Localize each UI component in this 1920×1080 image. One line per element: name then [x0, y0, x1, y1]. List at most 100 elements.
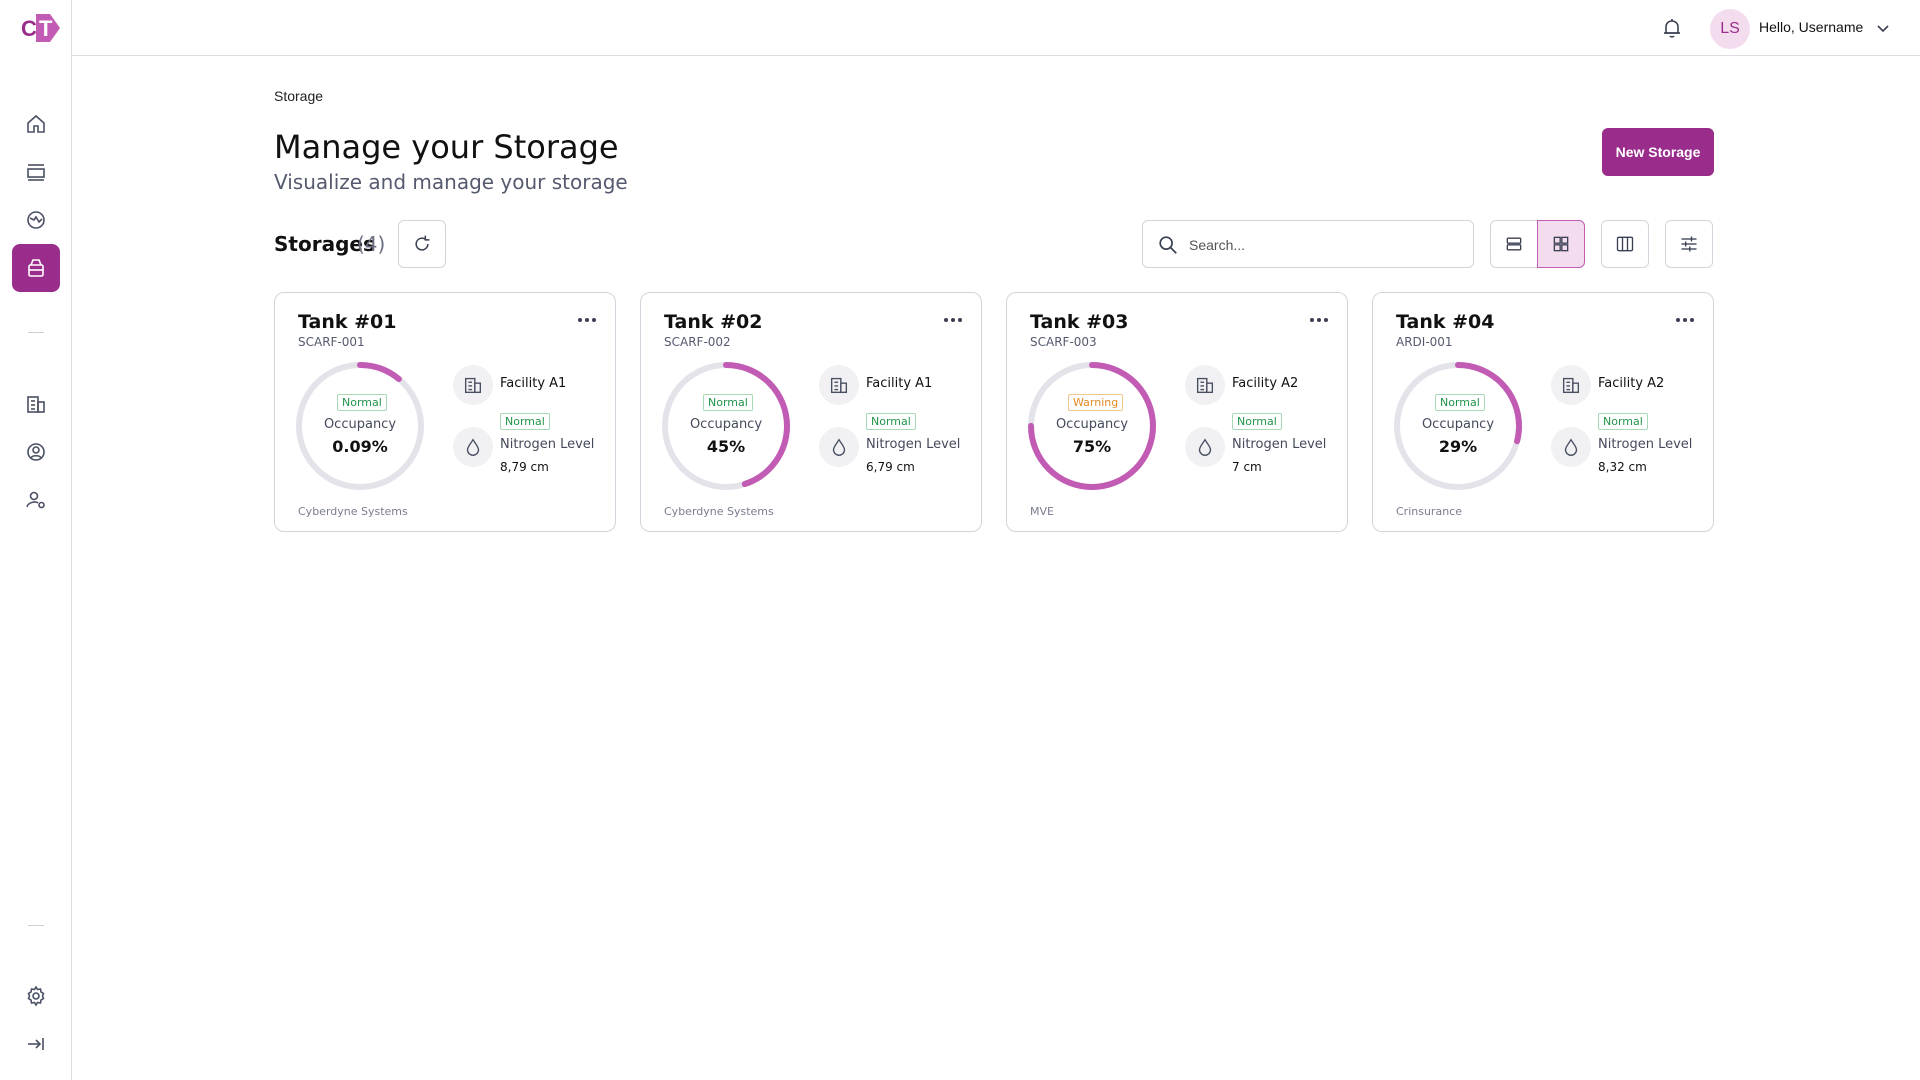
section-count: (4) — [357, 232, 386, 256]
card-title: Tank #01 — [298, 311, 397, 333]
sidebar-item-user-settings[interactable] — [12, 476, 60, 524]
nitrogen-label: Nitrogen Level — [1598, 437, 1693, 452]
facility-icon-wrap — [453, 365, 493, 405]
nitrogen-status-badge: Normal — [1232, 413, 1282, 430]
avatar[interactable]: LS — [1710, 9, 1750, 49]
nitrogen-label: Nitrogen Level — [500, 437, 595, 452]
nitrogen-icon-wrap — [1185, 427, 1225, 467]
company-name: MVE — [1030, 505, 1054, 518]
facility-name: Facility A1 — [500, 376, 567, 391]
search-icon — [1159, 236, 1177, 254]
more-options-icon[interactable] — [941, 313, 965, 327]
nitrogen-status-badge: Normal — [866, 413, 916, 430]
facility-name: Facility A1 — [866, 376, 933, 391]
top-bar — [72, 0, 1920, 56]
search-box — [1142, 220, 1474, 268]
occupancy-status-badge: Normal — [1435, 394, 1485, 411]
droplet-icon — [1198, 438, 1212, 456]
nitrogen-status-badge: Normal — [500, 413, 550, 430]
storage-card[interactable]: Tank #04 ARDI-001 Normal Occupancy 29% F… — [1372, 292, 1714, 532]
refresh-button[interactable] — [398, 220, 446, 268]
building-icon — [27, 396, 45, 413]
occupancy-arc — [296, 362, 424, 490]
user-greeting[interactable]: Hello, Username — [1759, 19, 1864, 35]
sidebar-collapse-button[interactable] — [12, 1020, 60, 1068]
occupancy-ring — [296, 362, 424, 490]
card-code: SCARF-003 — [1030, 335, 1097, 349]
occupancy-status-badge: Normal — [703, 394, 753, 411]
card-code: SCARF-001 — [298, 335, 365, 349]
occupancy-arc — [1028, 362, 1156, 490]
facility-icon-wrap — [1185, 365, 1225, 405]
occupancy-status-badge: Normal — [337, 394, 387, 411]
facility-icon-wrap — [1551, 365, 1591, 405]
sidebar-divider — [28, 332, 44, 333]
storage-card[interactable]: Tank #01 SCARF-001 Normal Occupancy 0.09… — [274, 292, 616, 532]
occupancy-arc — [1394, 362, 1522, 490]
building-icon — [830, 377, 848, 394]
chevron-down-icon[interactable] — [1873, 18, 1893, 38]
layers-icon — [27, 164, 45, 181]
building-icon — [464, 377, 482, 394]
facility-name: Facility A2 — [1598, 376, 1665, 391]
search-input[interactable] — [1189, 233, 1459, 257]
nitrogen-icon-wrap — [819, 427, 859, 467]
occupancy-label: Occupancy — [689, 417, 763, 432]
occupancy-ring — [662, 362, 790, 490]
facility-name: Facility A2 — [1232, 376, 1299, 391]
occupancy-label: Occupancy — [323, 417, 397, 432]
sidebar-item-users[interactable] — [12, 428, 60, 476]
nitrogen-value: 6,79 cm — [866, 460, 915, 474]
sidebar-item-settings[interactable] — [12, 972, 60, 1020]
user-circle-icon — [27, 443, 45, 461]
card-code: ARDI-001 — [1396, 335, 1453, 349]
sidebar-item-dashboard[interactable] — [12, 196, 60, 244]
grid-view-button[interactable] — [1537, 220, 1585, 268]
occupancy-label: Occupancy — [1421, 417, 1495, 432]
occupancy-value: 45% — [706, 437, 746, 456]
collapse-icon — [28, 1038, 44, 1050]
sidebar: C T — [0, 0, 72, 1080]
columns-button[interactable] — [1601, 220, 1649, 268]
filter-sliders-icon — [1681, 236, 1697, 252]
nitrogen-icon-wrap — [1551, 427, 1591, 467]
filter-button[interactable] — [1665, 220, 1713, 268]
occupancy-status-badge: Warning — [1068, 394, 1124, 411]
sidebar-item-storage[interactable] — [12, 244, 60, 292]
svg-text:T: T — [39, 16, 53, 41]
sidebar-item-home[interactable] — [12, 100, 60, 148]
card-title: Tank #03 — [1030, 311, 1129, 333]
nitrogen-label: Nitrogen Level — [866, 437, 961, 452]
storage-card[interactable]: Tank #02 SCARF-002 Normal Occupancy 45% … — [640, 292, 982, 532]
company-name: Cyberdyne Systems — [298, 505, 408, 518]
occupancy-value: 75% — [1072, 437, 1112, 456]
breadcrumb[interactable]: Storage — [274, 88, 324, 104]
home-icon — [27, 114, 45, 133]
building-icon — [1562, 377, 1580, 394]
nitrogen-value: 7 cm — [1232, 460, 1262, 474]
page-subtitle: Visualize and manage your storage — [274, 170, 628, 194]
list-view-button[interactable] — [1490, 220, 1538, 268]
more-options-icon[interactable] — [575, 313, 599, 327]
refresh-icon — [415, 235, 430, 251]
grid-view-icon — [1553, 236, 1569, 252]
nitrogen-status-badge: Normal — [1598, 413, 1648, 430]
occupancy-ring — [1394, 362, 1522, 490]
droplet-icon — [832, 438, 846, 456]
user-settings-icon — [26, 491, 45, 509]
bell-icon[interactable] — [1660, 16, 1684, 40]
card-code: SCARF-002 — [664, 335, 731, 349]
sidebar-item-layers[interactable] — [12, 148, 60, 196]
storage-card[interactable]: Tank #03 SCARF-003 Warning Occupancy 75%… — [1006, 292, 1348, 532]
company-name: Crinsurance — [1396, 505, 1462, 518]
more-options-icon[interactable] — [1307, 313, 1331, 327]
sidebar-item-facilities[interactable] — [12, 380, 60, 428]
new-storage-button[interactable]: New Storage — [1602, 128, 1714, 176]
card-title: Tank #04 — [1396, 311, 1495, 333]
storage-icon — [28, 259, 44, 277]
app-logo[interactable]: C T — [12, 12, 60, 44]
columns-icon — [1616, 236, 1634, 252]
more-options-icon[interactable] — [1673, 313, 1697, 327]
droplet-icon — [1564, 438, 1578, 456]
svg-text:C: C — [21, 16, 37, 41]
